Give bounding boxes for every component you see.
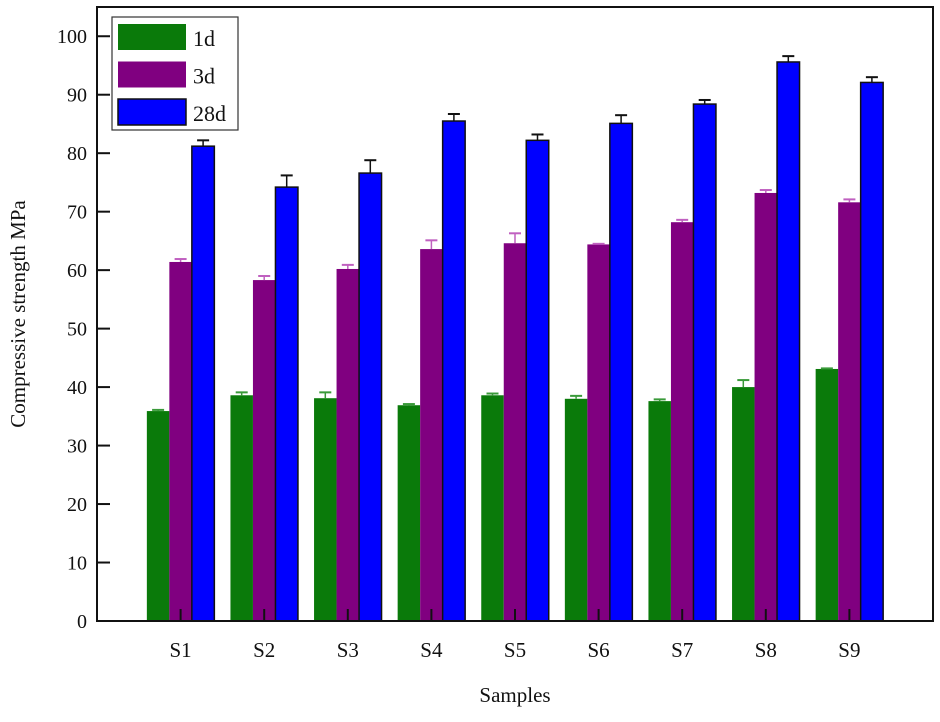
bar-28d-S8 [776,61,801,622]
y-tick-label: 10 [67,553,87,575]
x-tick-label: S6 [588,638,610,662]
x-tick-label: S7 [671,638,693,662]
bar-1d-S6 [564,398,588,621]
y-tick-label: 90 [67,85,87,107]
bar-3d-S1 [169,261,192,621]
x-tick-label: S3 [337,638,359,662]
bar-3d-S8 [754,192,778,621]
bar-1d-S3 [314,398,337,621]
x-axis-label: Samples [479,683,550,707]
bar-28d-S5 [525,139,550,622]
legend: 1d 3d 28d [111,16,239,131]
legend-swatch-3d [118,61,186,88]
legend-label-1d: 1d [193,26,215,51]
x-tick-label: S9 [838,638,860,662]
bar-3d-S7 [670,222,694,621]
x-tick-label: S4 [420,638,443,662]
bar-28d-S9 [859,81,884,622]
bar-3d-S9 [838,202,861,621]
bar-28d-S6 [609,122,634,622]
legend-label-3d: 3d [193,64,215,89]
bar-1d-S5 [481,395,504,621]
bar-3d-S2 [252,280,276,621]
y-tick-label: 20 [67,494,87,516]
bar-1d-S4 [397,405,421,621]
bar-3d-S6 [587,244,610,621]
x-tick-label: S1 [170,638,192,662]
bar-1d-S7 [648,401,671,621]
bar-28d-S4 [441,120,466,622]
bar-28d-S2 [274,186,299,622]
bar-1d-S9 [815,368,839,621]
x-tick-label: S8 [755,638,777,662]
bar-1d-S1 [146,411,170,621]
bar-3d-S5 [503,243,527,621]
y-tick-label: 100 [57,26,87,48]
y-tick-label: 50 [67,319,87,341]
legend-label-28d: 28d [193,101,226,126]
y-tick-label: 70 [67,202,87,224]
y-tick-label: 0 [77,611,87,633]
legend-swatch-1d [118,24,186,50]
bar-1d-S2 [230,395,253,621]
x-axis: S1 S2 S3 S4 S5 S6 S7 S8 S9 [170,609,860,662]
bar-28d-S1 [191,145,216,622]
x-tick-label: S2 [253,638,275,662]
y-axis: 0 10 20 30 40 50 60 70 80 90 100 [57,26,110,633]
y-axis-label: Compressive strength MPa [6,200,30,428]
bar-28d-S3 [358,172,383,622]
x-tick-label: S5 [504,638,526,662]
y-tick-label: 60 [67,260,87,282]
y-tick-label: 30 [67,436,87,458]
y-tick-label: 80 [67,143,87,165]
legend-swatch-28d [117,98,187,126]
bar-3d-S3 [336,268,360,621]
y-tick-label: 40 [67,377,87,399]
bar-1d-S8 [732,387,755,621]
bars-layer [146,55,884,622]
bar-3d-S4 [420,249,443,621]
bar-28d-S7 [692,103,717,622]
